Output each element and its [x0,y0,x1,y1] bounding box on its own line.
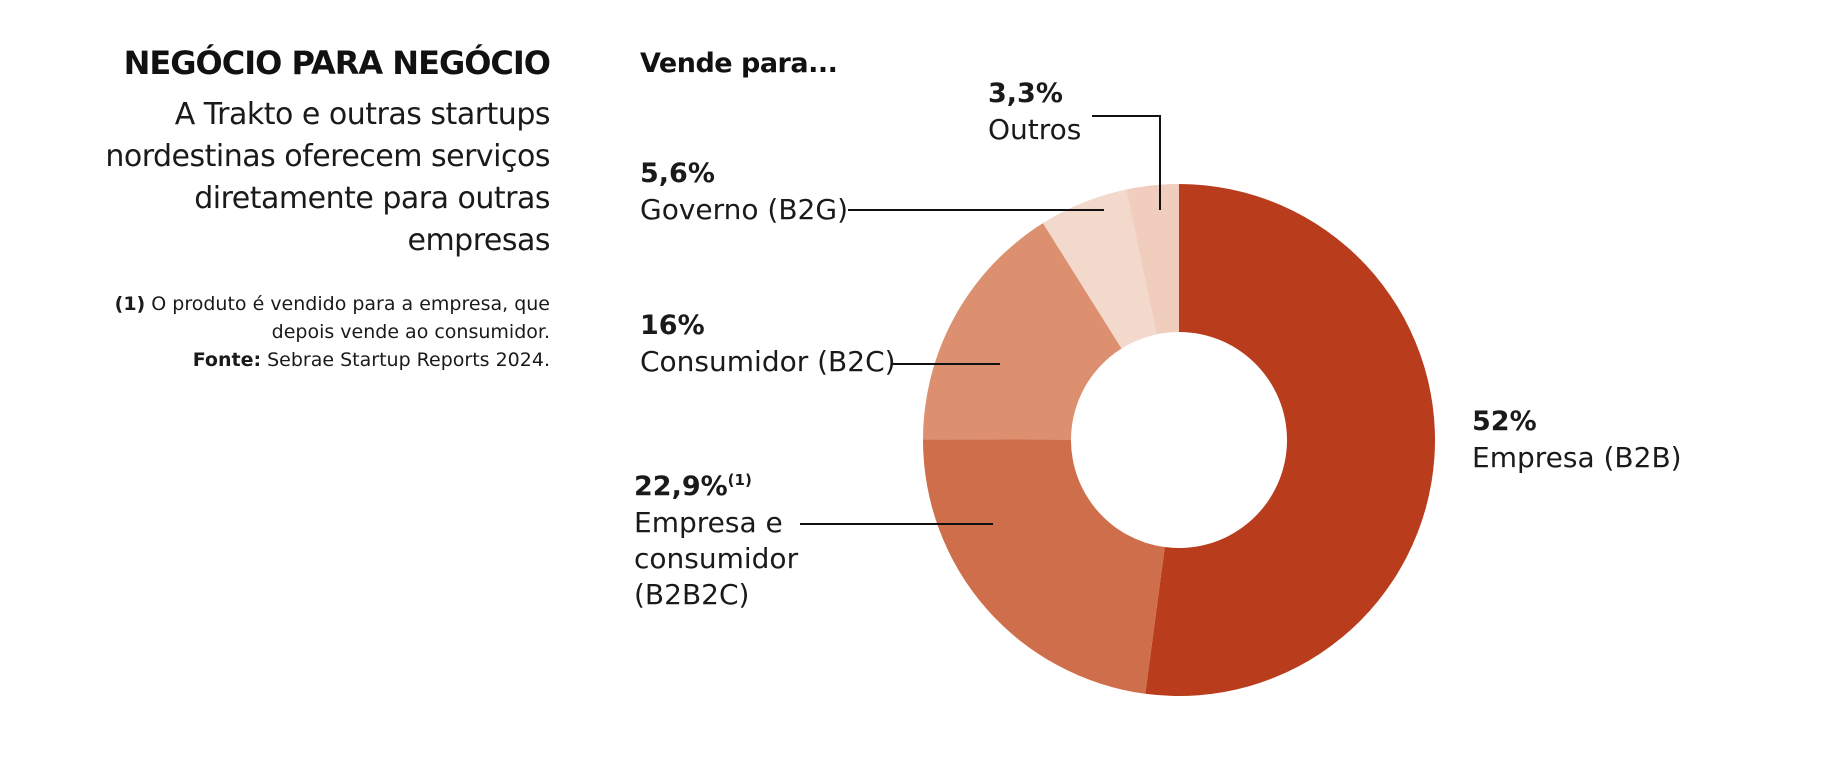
footnote-text: O produto é vendido para a empresa, que … [151,293,550,343]
slice-name-b2b: Empresa (B2B) [1472,441,1682,474]
slice-name-b2c: Consumidor (B2C) [640,345,896,378]
source: Fonte: Sebrae Startup Reports 2024. [60,346,550,374]
leader-lines [800,115,1161,525]
slice-pct-b2b: 52% [1472,406,1537,437]
slice-label-b2c: 16% Consumidor (B2C) [640,308,896,380]
notes: (1) O produto é vendido para a empresa, … [60,290,550,374]
page-subtitle: A Trakto e outras startups nordestinas o… [105,97,550,258]
slice-pct-b2g: 5,6% [640,158,715,189]
slice-name-b2g: Governo (B2G) [640,193,848,226]
footnote: (1) O produto é vendido para a empresa, … [60,290,550,346]
slice-pct-b2b2c-sup: (1) [727,471,752,489]
slice-label-b2g: 5,6% Governo (B2G) [640,156,848,228]
page-title: NEGÓCIO PARA NEGÓCIO [123,44,551,82]
slice-b2g [1042,189,1157,349]
slice-b2c [923,223,1122,440]
source-label: Fonte: [192,349,262,371]
slice-pct-b2b2c: 22,9%(1) [634,462,804,505]
slice-pct-b2b2c-value: 22,9% [634,471,728,502]
slice-label-b2b: 52% Empresa (B2B) [1472,404,1682,476]
slice-label-b2b2c: 22,9%(1) Empresa e consumidor (B2B2C) [634,462,804,613]
slice-b2b2c [923,439,1165,694]
chart-title: Vende para... [640,48,838,79]
slice-name-b2b2c: Empresa e consumidor (B2B2C) [634,506,799,611]
slice-pct-outros: 3,3% [988,78,1063,109]
slice-outros [1126,184,1179,335]
slice-name-outros: Outros [988,113,1082,146]
slice-b2b [1145,184,1435,696]
slice-pct-b2c: 16% [640,310,705,341]
header-block: NEGÓCIO PARA NEGÓCIO A Trakto e outras s… [60,44,551,374]
leader-line-outros [1092,115,1161,210]
source-text: Sebrae Startup Reports 2024. [267,349,550,371]
donut-slices [923,184,1435,696]
slice-label-outros: 3,3% Outros [988,76,1081,148]
footnote-marker: (1) [114,293,146,315]
